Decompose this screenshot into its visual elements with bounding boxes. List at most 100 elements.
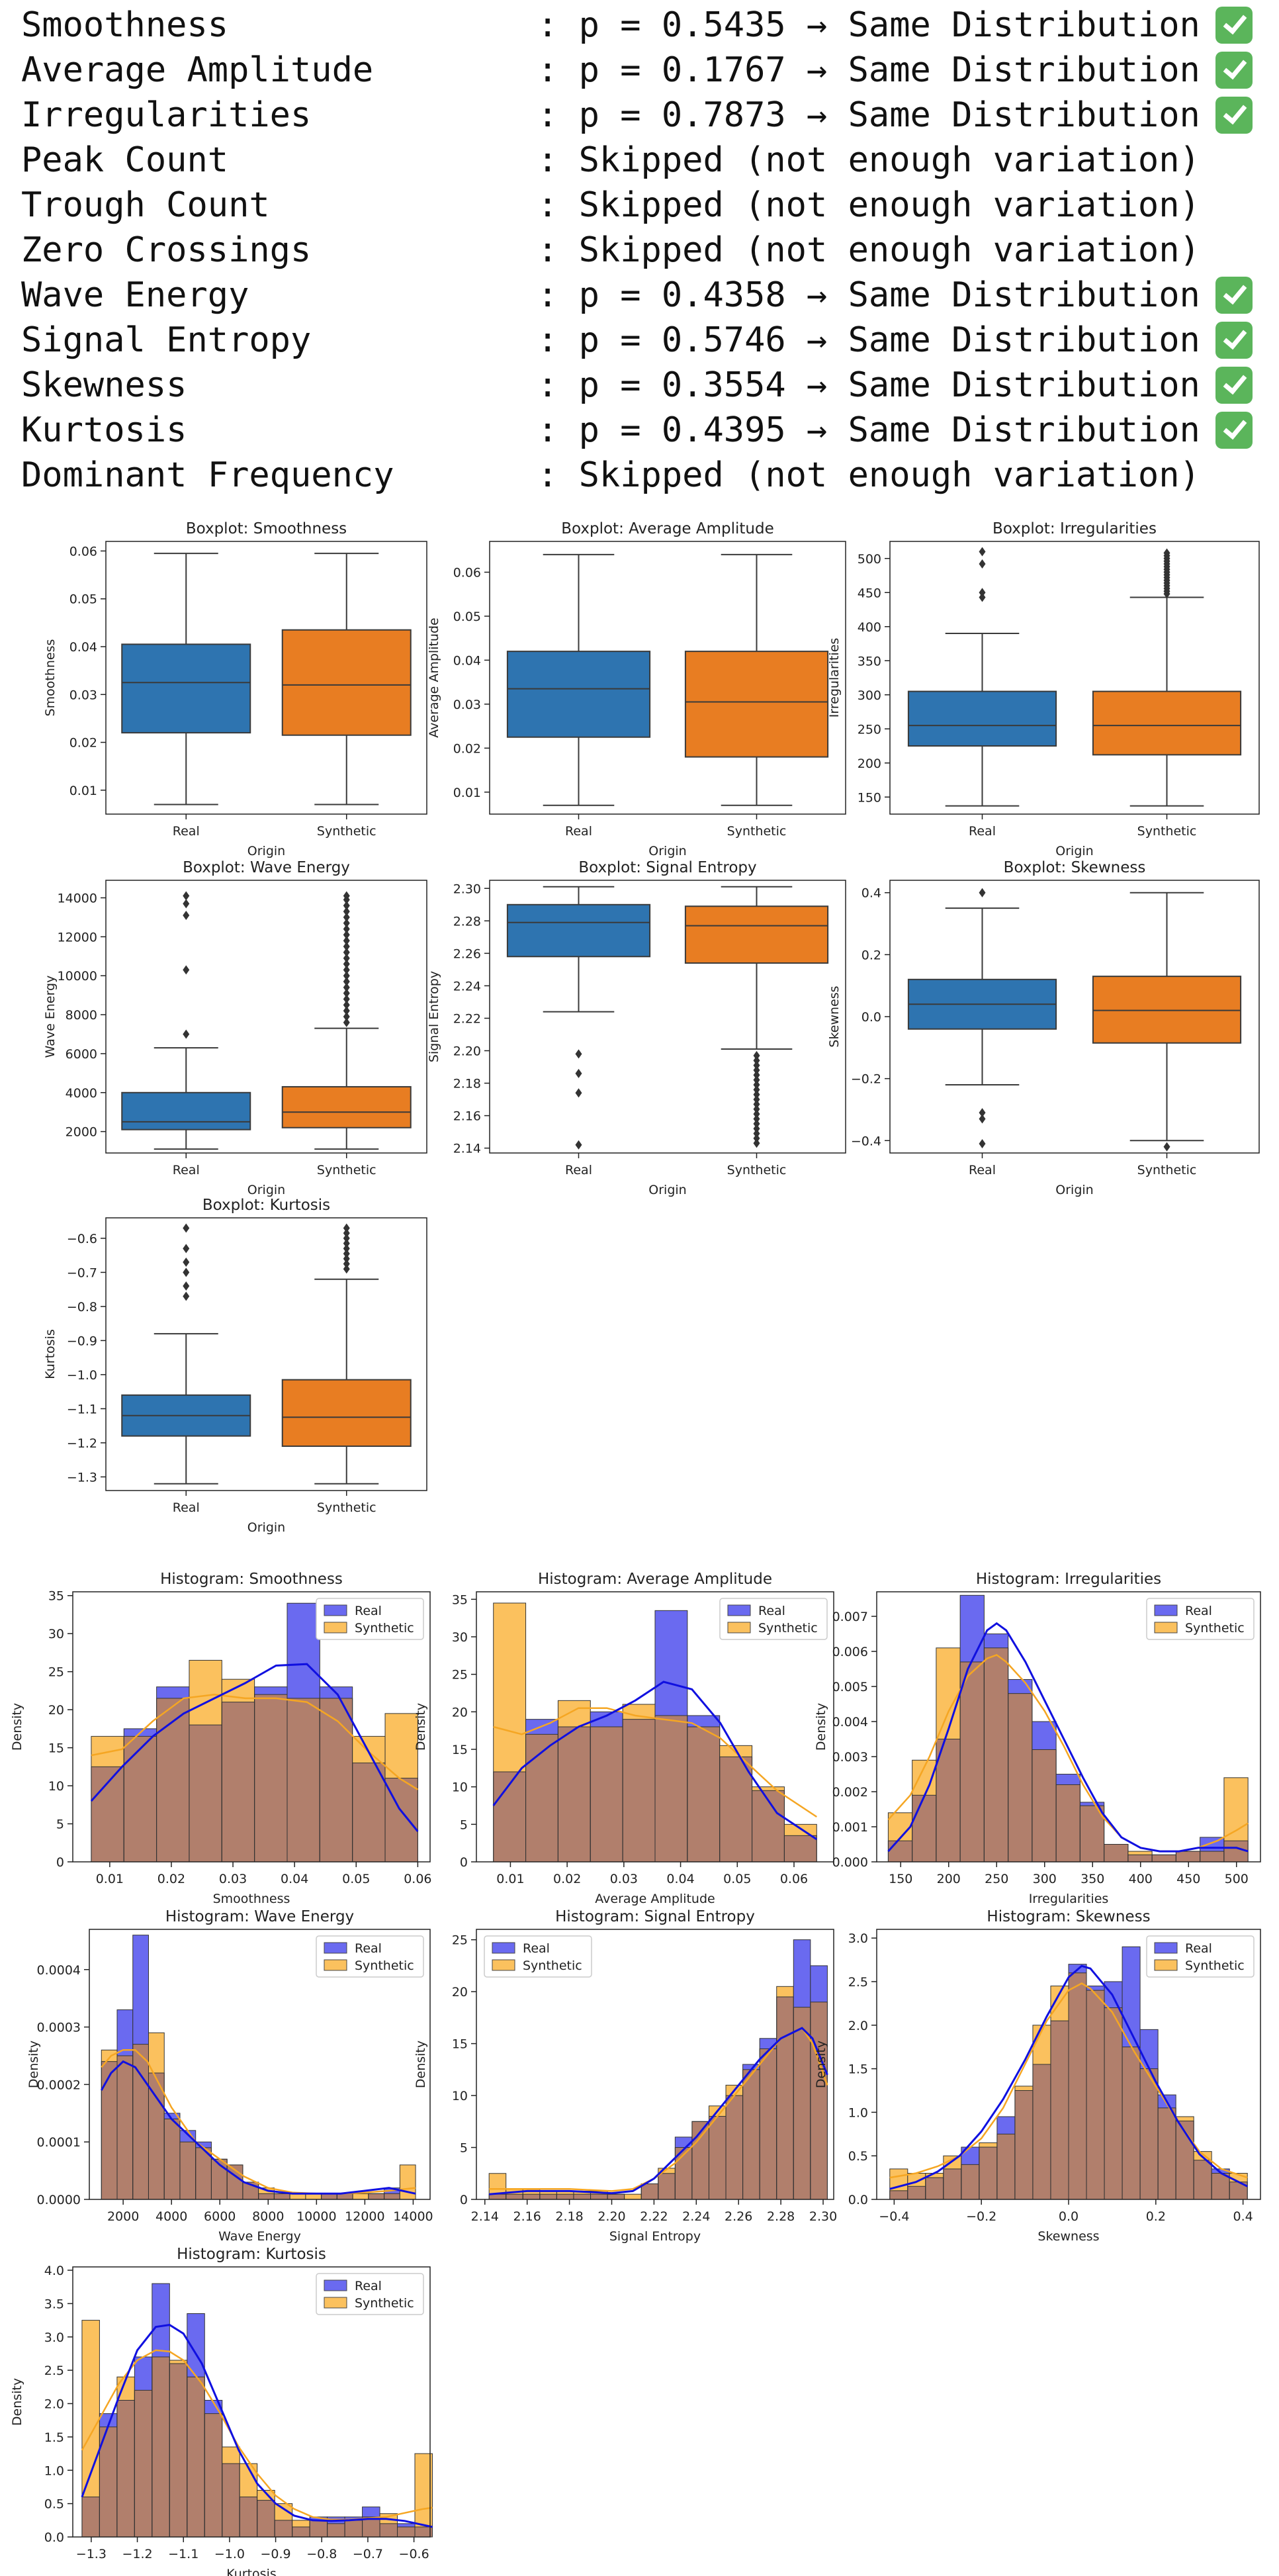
- outlier-point: [979, 1114, 986, 1124]
- box-synthetic: [281, 891, 412, 1150]
- hist-bar-overlap: [1194, 2160, 1212, 2199]
- histogram-chart: 0.0 0.5 1.0 1.5 2.0 2.5 3.0 Histogram: Skewness…: [814, 1908, 1261, 2244]
- legend: Real Synthetic: [719, 1598, 828, 1640]
- hist-bar-overlap: [187, 2377, 205, 2537]
- y-tick-label: 0.0003: [37, 2021, 81, 2035]
- hist-bar-overlap: [134, 2390, 152, 2537]
- hist-bar-real: [742, 2064, 760, 2070]
- y-axis-label: Density: [10, 2378, 24, 2426]
- hist-bar-overlap: [658, 2173, 676, 2199]
- x-tick-label: 0.06: [404, 1872, 431, 1886]
- outlier-point: [343, 907, 350, 917]
- y-tick-label: 0.03: [453, 698, 481, 712]
- x-tick-label: 0.04: [666, 1872, 694, 1886]
- legend-label-real: Real: [355, 2279, 382, 2293]
- outlier-point: [575, 1049, 582, 1059]
- hist-bar-overlap: [152, 2357, 170, 2537]
- y-tick-label: 25: [452, 1668, 468, 1682]
- legend-label-real: Real: [355, 1604, 382, 1618]
- stat-row: Wave Energy : p = 0.4358 → Same Distribut…: [21, 273, 1265, 318]
- stat-name: Wave Energy: [21, 275, 249, 315]
- x-tick-label: 2.28: [767, 2209, 795, 2224]
- outlier-point: [979, 559, 986, 569]
- outlier-point: [753, 1128, 760, 1138]
- box-iqr: [281, 1379, 412, 1448]
- chart-title: Histogram: Skewness: [987, 1908, 1150, 1925]
- plot-frame: [476, 1591, 834, 1863]
- stat-result: : p = 0.4358 → Same Distribution: [537, 275, 1200, 315]
- x-tick-label: 2.24: [682, 2209, 710, 2224]
- hist-bar-overlap: [590, 2194, 608, 2199]
- outlier-point: [753, 1119, 760, 1128]
- x-tick-label: −0.9: [261, 2547, 291, 2561]
- kde-line-real: [90, 1663, 419, 1832]
- plot-frame: [105, 541, 427, 815]
- hist-bar-overlap: [292, 2526, 310, 2537]
- y-tick-label: 2.22: [453, 1011, 481, 1026]
- x-tick-label: Synthetic: [727, 1163, 787, 1177]
- x-tick-label: 2.20: [597, 2209, 625, 2224]
- y-tick-label: −0.9: [67, 1334, 97, 1348]
- hist-bar-overlap: [719, 1757, 752, 1862]
- x-tick-label: Real: [565, 1163, 592, 1177]
- plot-frame: [105, 1217, 427, 1491]
- y-tick-label: 2.30: [453, 882, 481, 896]
- legend-label-synthetic: Synthetic: [1185, 1958, 1245, 1973]
- x-tick-label: 0.06: [780, 1872, 808, 1886]
- plot-frame: [89, 1929, 431, 2200]
- legend-label-real: Real: [523, 1941, 550, 1956]
- x-tick-label: 250: [985, 1872, 1008, 1886]
- box-iqr: [506, 651, 651, 738]
- outlier-point: [753, 1075, 760, 1085]
- box-real: [121, 1223, 251, 1485]
- legend: Real Synthetic: [316, 2273, 424, 2315]
- outlier-point: [343, 965, 350, 975]
- outlier-point: [753, 1138, 760, 1148]
- x-tick-label: −0.8: [306, 2547, 337, 2561]
- histogram-chart: 0 5 10 15 20 25 Histogram: Signal Entropy Densi…: [414, 1908, 837, 2244]
- hist-bar-real: [675, 2137, 692, 2148]
- kde-line-real: [489, 2027, 828, 2195]
- y-axis-label: Density: [814, 2041, 828, 2088]
- hist-bar-overlap: [204, 2413, 222, 2537]
- outlier-point: [343, 994, 350, 1004]
- y-tick-label: 5: [56, 1817, 64, 1832]
- y-tick-label: −1.2: [67, 1436, 97, 1451]
- y-tick-label: 10000: [58, 969, 97, 984]
- x-tick-label: 0.2: [1146, 2209, 1166, 2224]
- y-tick-label: 0.0000: [37, 2193, 81, 2207]
- outlier-point: [343, 971, 350, 981]
- outlier-point: [753, 1133, 760, 1143]
- outlier-point: [753, 1056, 760, 1066]
- hist-bar-synthetic: [81, 2320, 100, 2497]
- outlier-point: [753, 1114, 760, 1124]
- hist-bar-overlap: [1158, 2107, 1176, 2199]
- stat-result: : p = 0.1767 → Same Distribution: [537, 50, 1200, 90]
- legend-swatch-real: [324, 1604, 347, 1616]
- outlier-point: [343, 1254, 350, 1264]
- plot-frame: [72, 1591, 431, 1863]
- legend-swatch-real: [727, 1604, 751, 1616]
- outlier-point: [343, 947, 350, 957]
- x-tick-label: −0.2: [966, 2209, 996, 2224]
- x-tick-label: −0.6: [399, 2547, 429, 2561]
- histogram-chart: 0.000 0.001 0.002 0.003 0.004 0.005 0.006 0.007…: [814, 1571, 1261, 1906]
- stat-row: Skewness: p = 0.3554 → Same Distribution: [21, 363, 1265, 408]
- hist-bar-overlap: [793, 2007, 811, 2199]
- outlier-point: [575, 1068, 582, 1078]
- y-tick-label: 0.02: [453, 741, 481, 756]
- outlier-point: [753, 1065, 760, 1075]
- hist-bar-synthetic: [1176, 2116, 1194, 2121]
- hist-bar-overlap: [362, 2516, 380, 2537]
- hist-bar-overlap: [1080, 1806, 1104, 1862]
- x-tick-label: Real: [173, 824, 200, 839]
- y-tick-label: 0.01: [453, 786, 481, 800]
- box-iqr: [684, 651, 829, 758]
- hist-bar-overlap: [523, 2194, 540, 2199]
- stat-result: : Skipped (not enough variation): [537, 230, 1200, 270]
- y-tick-label: 10: [452, 1780, 468, 1795]
- y-axis-label: Density: [414, 1703, 428, 1751]
- x-tick-label: 2.16: [513, 2209, 541, 2224]
- hist-bar-overlap: [936, 1739, 961, 1862]
- y-tick-label: 0.007: [832, 1610, 868, 1624]
